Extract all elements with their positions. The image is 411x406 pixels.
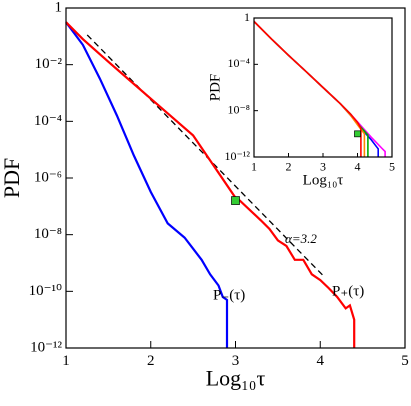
x-tick-label: 5 [389, 160, 395, 174]
y-tick-label: 10⁻¹⁰ [29, 283, 62, 299]
series-line [65, 21, 229, 348]
y-tick-label: 10⁻⁶ [34, 169, 62, 185]
x-tick-label: 2 [286, 160, 292, 174]
y-tick-label: 10⁻⁴ [227, 56, 250, 70]
series-label: P₊(τ) [332, 283, 364, 299]
y-tick-label: 10⁻⁸ [227, 102, 250, 116]
x-tick-label: 1 [62, 353, 70, 369]
y-tick-label: 10⁻⁴ [34, 113, 62, 129]
fit-line [86, 34, 325, 278]
x-tick-label: 3 [232, 353, 240, 369]
x-tick-label: 1 [251, 160, 257, 174]
series-line [253, 20, 362, 157]
x-tick-label: 2 [147, 353, 155, 369]
x-axis-label: Log₁₀τ [303, 172, 344, 188]
y-tick-label: 10⁻² [35, 56, 63, 72]
y-tick-label: 10⁻⁸ [34, 226, 62, 242]
x-tick-label: 4 [355, 160, 361, 174]
series-line [65, 21, 356, 348]
series-label: P₋(τ) [213, 287, 245, 303]
plot-frame [253, 17, 393, 158]
marker [354, 130, 361, 138]
y-tick-label: 10⁻¹² [30, 339, 62, 355]
fit-label: α=3.2 [285, 231, 317, 246]
y-axis-label: PDF [0, 158, 24, 198]
y-tick-label: 10⁻¹² [224, 149, 250, 163]
x-tick-label: 5 [401, 353, 409, 369]
y-axis-label: PDF [207, 74, 223, 102]
x-tick-label: 4 [317, 353, 325, 369]
x-tick-label: 3 [320, 160, 326, 174]
x-axis-label: Log₁₀τ [206, 366, 266, 391]
y-tick-label: 1 [55, 0, 63, 15]
y-tick-label: 1 [244, 10, 250, 24]
plot-frame [65, 7, 406, 349]
marker [231, 196, 240, 205]
